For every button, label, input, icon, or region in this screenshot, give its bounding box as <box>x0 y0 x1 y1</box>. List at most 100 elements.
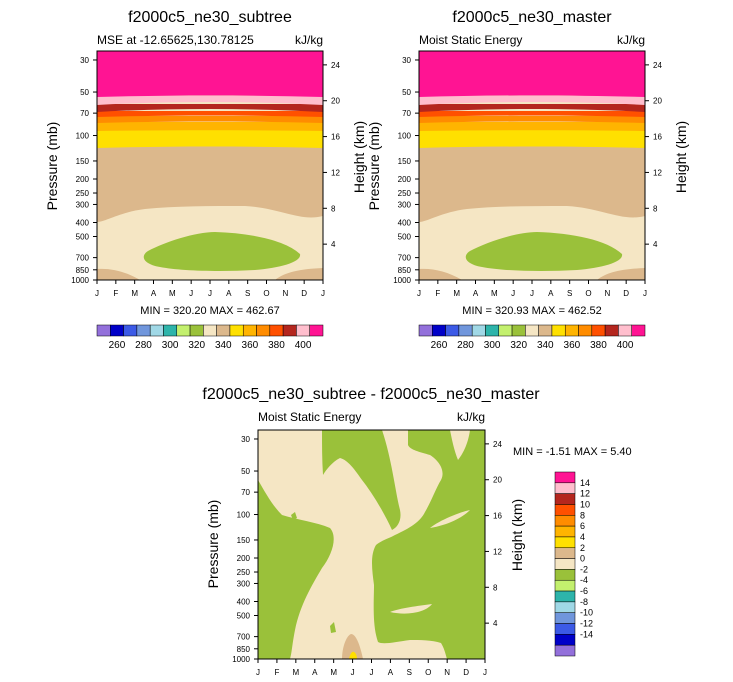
field-yellow <box>97 130 323 148</box>
y2tick-label: 12 <box>331 168 340 177</box>
xtick-label: J <box>483 668 487 677</box>
colorbar-box <box>96 324 111 337</box>
colorbar-box <box>554 623 576 635</box>
panel-master: f2000c5_ne30_master Moist Static Energy … <box>366 9 689 351</box>
colorbar-box <box>269 324 284 337</box>
colorbar-box <box>418 324 433 337</box>
field-dark-red <box>97 104 323 112</box>
ytick-label: 1000 <box>71 276 89 285</box>
colorbar-box <box>256 324 271 337</box>
ytick-label: 300 <box>76 200 90 209</box>
panel-subtree-y2label: Height (km) <box>351 121 367 193</box>
colorbar-label: 340 <box>537 340 554 351</box>
xtick-label: A <box>312 668 318 677</box>
xtick-label: F <box>435 289 440 298</box>
panel-difference-units: kJ/kg <box>457 410 485 424</box>
colorbar-box <box>176 324 191 337</box>
colorbar-box <box>554 601 576 613</box>
colorbar-label: -12 <box>580 619 593 629</box>
field-red-orange <box>97 111 323 117</box>
ytick-label: 50 <box>402 88 411 97</box>
colorbar-label: 260 <box>431 340 448 351</box>
colorbar-box <box>242 324 257 337</box>
y2tick-label: 20 <box>493 476 502 485</box>
colorbar-box <box>554 634 576 646</box>
colorbar-box <box>564 324 579 337</box>
xtick-label: M <box>491 289 498 298</box>
field-pale-right <box>390 430 470 614</box>
colorbar-box <box>554 493 576 505</box>
xtick-label: M <box>292 668 299 677</box>
colorbar-box <box>485 324 500 337</box>
colorbar-box <box>538 324 553 337</box>
field-tan-surface <box>419 268 645 280</box>
y2tick-label: 8 <box>493 583 498 592</box>
panel-difference-ylabel: Pressure (mb) <box>205 500 221 589</box>
field-red-orange <box>419 111 645 117</box>
ytick-label: 50 <box>80 88 89 97</box>
colorbar-label: 380 <box>268 340 285 351</box>
ytick-label: 150 <box>398 157 412 166</box>
colorbar-box <box>203 324 217 337</box>
field-pink <box>419 96 645 105</box>
xtick-label: F <box>274 668 279 677</box>
xtick-label: J <box>351 668 355 677</box>
colorbar-label: 8 <box>580 510 585 520</box>
colorbar-label: 400 <box>617 340 634 351</box>
colorbar-label: 6 <box>580 521 585 531</box>
colorbar-box <box>229 324 244 337</box>
colorbar-box <box>282 324 297 337</box>
colorbar-box <box>554 525 576 538</box>
colorbar-box <box>432 324 446 337</box>
field-gold <box>419 122 645 131</box>
xtick-label: O <box>585 289 591 298</box>
colorbar-box <box>554 504 576 516</box>
xtick-label: F <box>113 289 118 298</box>
xtick-label: O <box>425 668 431 677</box>
colorbar-label: 400 <box>295 340 312 351</box>
field-tan-surface <box>97 268 323 280</box>
ytick-label: 50 <box>241 467 250 476</box>
panel-difference-y2label: Height (km) <box>509 499 525 571</box>
panel-subtree: f2000c5_ne30_subtree MSE at -12.65625,13… <box>44 9 367 351</box>
field-tan-bump <box>342 634 363 659</box>
panel-subtree-ylabel: Pressure (mb) <box>44 122 60 211</box>
xtick-label: D <box>623 289 629 298</box>
xtick-label: A <box>473 289 479 298</box>
colorbar-label: 380 <box>590 340 607 351</box>
ytick-label: 30 <box>80 56 89 65</box>
colorbar-box <box>216 324 231 337</box>
panel-difference-stats: MIN = -1.51 MAX = 5.40 <box>513 446 632 458</box>
field-green-top <box>322 430 401 530</box>
y2tick-label: 8 <box>653 204 658 213</box>
colorbar-box <box>618 324 632 337</box>
xtick-label: S <box>407 668 412 677</box>
panel-subtree-colorbar: 260 280 300 320 340 360 380 400 <box>96 324 324 351</box>
ytick-label: 1000 <box>232 655 250 664</box>
xtick-label: J <box>643 289 647 298</box>
panel-difference: f2000c5_ne30_subtree - f2000c5_ne30_mast… <box>202 386 631 677</box>
colorbar-box <box>458 324 473 337</box>
xtick-label: M <box>453 289 460 298</box>
xtick-label: N <box>604 289 610 298</box>
field-tan <box>97 140 323 222</box>
panel-master-ylabel: Pressure (mb) <box>366 122 382 211</box>
xtick-label: J <box>189 289 193 298</box>
field-pink <box>97 96 323 105</box>
colorbar-box <box>309 324 324 337</box>
panel-master-units: kJ/kg <box>617 33 645 47</box>
colorbar-box <box>498 324 513 337</box>
field-yellow-bump <box>349 651 357 659</box>
field-gold <box>97 122 323 131</box>
ytick-label: 850 <box>237 645 251 654</box>
colorbar-box <box>136 324 151 337</box>
ytick-label: 700 <box>76 254 90 263</box>
colorbar-box <box>554 590 576 603</box>
ytick-label: 500 <box>76 233 90 242</box>
field-yellow <box>419 130 645 148</box>
xtick-label: M <box>169 289 176 298</box>
xtick-label: J <box>321 289 325 298</box>
